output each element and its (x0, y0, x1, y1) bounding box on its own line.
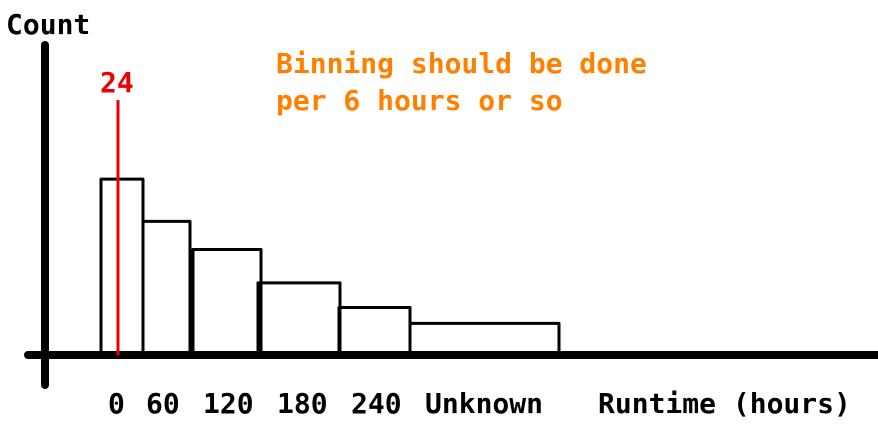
bar-240 (337, 306, 412, 355)
bar-60 (141, 219, 192, 355)
x-axis-label: Runtime (hours) (598, 387, 851, 420)
x-tick-label-180: 180 (277, 387, 328, 420)
bar-120 (191, 247, 263, 355)
bar-unknown (408, 321, 561, 355)
x-tick-label-60: 60 (146, 387, 180, 420)
bars-layer (99, 177, 561, 355)
bar-0 (99, 177, 145, 355)
annotation-line-1: Binning should be done (276, 47, 647, 80)
x-tick-label-120: 120 (203, 387, 254, 420)
x-tick-labels: 0 60 120 180 240 Unknown (108, 387, 543, 420)
marker-label: 24 (100, 66, 134, 99)
x-tick-label-240: 240 (351, 387, 402, 420)
annotation-line-2: per 6 hours or so (276, 84, 563, 117)
bar-180 (256, 281, 342, 355)
x-tick-label-0: 0 (108, 387, 125, 420)
y-axis-label: Count (6, 8, 90, 41)
x-tick-label-unknown: Unknown (425, 387, 543, 420)
